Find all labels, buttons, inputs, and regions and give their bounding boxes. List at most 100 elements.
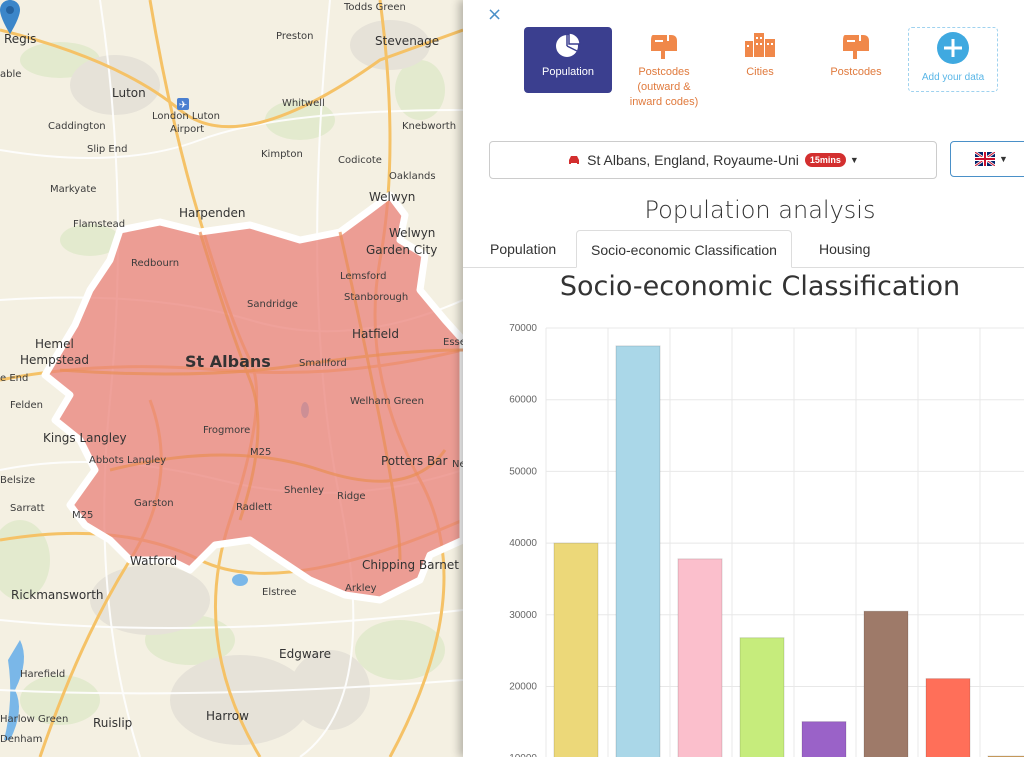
map-label: Hemel bbox=[35, 337, 74, 351]
map-label: Ruislip bbox=[93, 716, 133, 730]
map-label: Ridge bbox=[337, 491, 366, 502]
map-label: Chipping Barnet bbox=[362, 558, 459, 572]
tab-population[interactable]: Population bbox=[490, 241, 557, 257]
mailbox-icon bbox=[651, 33, 677, 59]
city-icon bbox=[745, 33, 775, 57]
chart-bar[interactable] bbox=[677, 558, 723, 757]
y-tick-label: 70000 bbox=[509, 323, 537, 334]
tile-postcodes-outward-inward[interactable]: Postcodes (outward & inward codes) bbox=[620, 27, 708, 110]
map-label: Flamstead bbox=[73, 219, 126, 230]
map-label: Essen bbox=[443, 337, 463, 348]
map-label: St Albans bbox=[185, 352, 271, 371]
map-label: Kimpton bbox=[261, 149, 303, 160]
map-label: Sarratt bbox=[10, 503, 45, 514]
map-label: Luton bbox=[112, 86, 146, 100]
travel-time-badge: 15mins bbox=[804, 153, 846, 167]
tab-housing[interactable]: Housing bbox=[819, 241, 871, 257]
map-label: Redbourn bbox=[131, 258, 180, 269]
map-label: Hempstead bbox=[20, 353, 90, 367]
tile-add-your-data[interactable]: Add your data bbox=[908, 27, 998, 92]
map-label: Garston bbox=[134, 498, 174, 509]
car-icon bbox=[569, 156, 580, 164]
map-label: London Luton bbox=[152, 111, 220, 122]
map-label: M25 bbox=[250, 447, 272, 458]
page-title: Population analysis bbox=[644, 196, 876, 224]
map-label: Stevenage bbox=[375, 34, 440, 48]
uk-flag-icon bbox=[975, 152, 995, 166]
map-label: Garden City bbox=[366, 243, 438, 257]
map-label: Codicote bbox=[338, 155, 382, 166]
tab-socio-economic[interactable]: Socio-economic Classification bbox=[576, 230, 792, 268]
chart-bar[interactable] bbox=[553, 542, 599, 757]
map-label: Sandridge bbox=[247, 299, 298, 310]
tile-label: Postcodes bbox=[830, 66, 882, 78]
map-label: Preston bbox=[276, 31, 314, 42]
map-view[interactable]: ✈ Todds Green Regis Preston Stevenage able Lu… bbox=[0, 0, 463, 757]
map-label: Harefield bbox=[20, 669, 66, 680]
map-label: Belsize bbox=[0, 475, 36, 486]
map-label: Oaklands bbox=[389, 171, 436, 182]
chart-title: Socio-economic Classification bbox=[559, 271, 961, 302]
map-label: Regis bbox=[4, 32, 37, 46]
chart-bar[interactable] bbox=[863, 610, 909, 757]
y-tick-label: 10000 bbox=[509, 753, 537, 757]
map-label: Lemsford bbox=[340, 271, 387, 282]
pie-chart-icon bbox=[556, 32, 581, 57]
map-label: Abbots Langley bbox=[89, 455, 167, 466]
map-label: Stanborough bbox=[344, 292, 409, 303]
map-label: Radlett bbox=[236, 502, 272, 513]
map-label: Arkley bbox=[345, 583, 377, 594]
analysis-panel: × Population Postcodes (outward & inward… bbox=[463, 0, 1024, 757]
map-label: Smallford bbox=[299, 358, 347, 369]
chart-bar[interactable] bbox=[925, 678, 971, 757]
map-label: M25 bbox=[72, 510, 94, 521]
socio-economic-bar-chart: 70000 60000 50000 40000 30000 20000 10000 bbox=[509, 323, 1024, 757]
map-label: Airport bbox=[170, 124, 205, 135]
map-label: Markyate bbox=[50, 184, 97, 195]
map-label: Harpenden bbox=[179, 206, 246, 220]
chart-bar[interactable] bbox=[739, 637, 785, 757]
map-label: Denham bbox=[0, 734, 43, 745]
map-label: Knebworth bbox=[402, 121, 457, 132]
map-label: Whitwell bbox=[282, 98, 325, 109]
map-label: Felden bbox=[10, 400, 43, 411]
map-label: Slip End bbox=[87, 144, 128, 155]
y-tick-label: 30000 bbox=[509, 610, 537, 621]
tile-label: Add your data bbox=[921, 72, 985, 83]
map-label: e End bbox=[0, 373, 29, 384]
location-selector[interactable]: St Albans, England, Royaume-Uni 15mins ▼ bbox=[489, 141, 937, 179]
tile-label: Population bbox=[542, 66, 594, 78]
svg-text:✈: ✈ bbox=[179, 100, 187, 111]
location-text: St Albans, England, Royaume-Uni bbox=[587, 152, 799, 168]
map-label: Frogmore bbox=[203, 425, 251, 436]
map-label: Kings Langley bbox=[43, 431, 127, 445]
map-label: Hatfield bbox=[352, 327, 399, 341]
location-pin-icon[interactable] bbox=[0, 0, 20, 34]
y-tick-label: 40000 bbox=[509, 538, 537, 549]
map-label: Harrow bbox=[206, 709, 249, 723]
map-label: Welham Green bbox=[350, 396, 424, 407]
language-selector[interactable]: ▼ bbox=[950, 141, 1024, 177]
close-icon[interactable]: × bbox=[487, 4, 503, 25]
chart-bar[interactable] bbox=[615, 345, 661, 757]
chart-bar[interactable] bbox=[801, 721, 847, 757]
y-tick-label: 20000 bbox=[509, 682, 537, 693]
y-tick-label: 60000 bbox=[509, 395, 537, 406]
map-label: Watford bbox=[130, 554, 178, 568]
y-tick-label: 50000 bbox=[509, 466, 537, 477]
map-label: able bbox=[0, 69, 22, 80]
map-label: Edgware bbox=[279, 647, 332, 661]
plus-icon bbox=[937, 32, 969, 64]
tile-label: Postcodes (outward & inward codes) bbox=[629, 66, 699, 108]
map-base: ✈ bbox=[0, 0, 463, 757]
tile-cities[interactable]: Cities bbox=[716, 27, 804, 80]
tile-population[interactable]: Population bbox=[524, 27, 612, 93]
tile-postcodes[interactable]: Postcodes bbox=[812, 27, 900, 80]
map-label: Ne bbox=[452, 459, 463, 470]
chevron-down-icon: ▼ bbox=[999, 154, 1008, 164]
tile-label: Cities bbox=[746, 66, 774, 78]
tab-bar: Population Socio-economic Classification… bbox=[463, 230, 1024, 268]
chevron-down-icon: ▼ bbox=[849, 155, 859, 165]
map-label: Welwyn bbox=[389, 226, 436, 240]
map-label: Welwyn bbox=[369, 190, 416, 204]
